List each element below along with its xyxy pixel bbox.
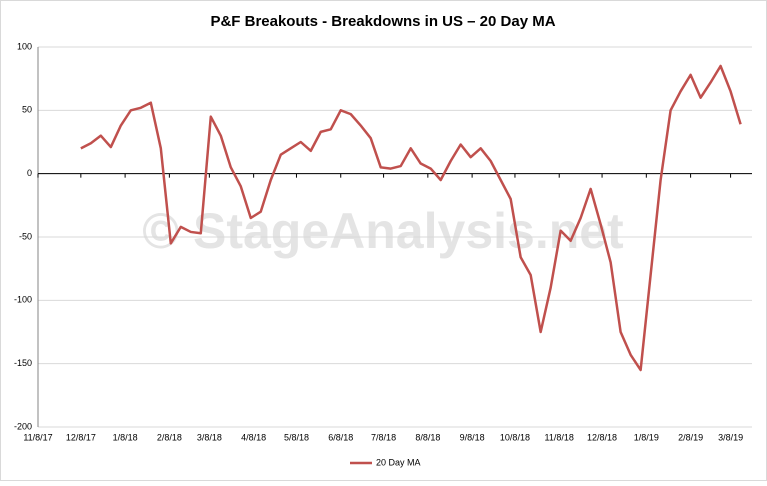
x-tick-label: 11/8/18 bbox=[545, 432, 574, 442]
x-tick-label: 2/8/19 bbox=[678, 432, 703, 442]
series-line bbox=[80, 64, 742, 372]
y-tick-label: 100 bbox=[17, 41, 32, 51]
x-tick-label: 3/8/19 bbox=[718, 432, 743, 442]
x-tick-label: 5/8/18 bbox=[284, 432, 309, 442]
x-tick-label: 2/8/18 bbox=[157, 432, 182, 442]
chart-title: P&F Breakouts - Breakdowns in US – 20 Da… bbox=[210, 13, 555, 30]
y-tick-label: -200 bbox=[14, 421, 32, 431]
watermark: © StageAnalysis.net bbox=[142, 203, 624, 259]
x-tick-label: 11/8/17 bbox=[23, 432, 52, 442]
y-tick-label: -50 bbox=[19, 231, 32, 241]
x-tick-label: 8/8/18 bbox=[415, 432, 440, 442]
y-tick-label: 0 bbox=[27, 168, 32, 178]
x-tick-label: 10/8/18 bbox=[500, 432, 530, 442]
x-tick-label: 12/8/18 bbox=[587, 432, 617, 442]
x-tick-label: 7/8/18 bbox=[371, 432, 396, 442]
x-tick-label: 1/8/18 bbox=[113, 432, 138, 442]
x-tick-label: 6/8/18 bbox=[328, 432, 353, 442]
x-tick-label: 4/8/18 bbox=[241, 432, 266, 442]
y-tick-label: 50 bbox=[22, 105, 32, 115]
x-tick-label: 3/8/18 bbox=[197, 432, 222, 442]
x-tick-label: 12/8/17 bbox=[66, 432, 96, 442]
y-tick-label: -100 bbox=[14, 295, 32, 305]
y-tick-label: -150 bbox=[14, 358, 32, 368]
x-tick-label: 9/8/18 bbox=[460, 432, 485, 442]
x-tick-label: 1/8/19 bbox=[634, 432, 659, 442]
legend-label: 20 Day MA bbox=[376, 457, 421, 467]
